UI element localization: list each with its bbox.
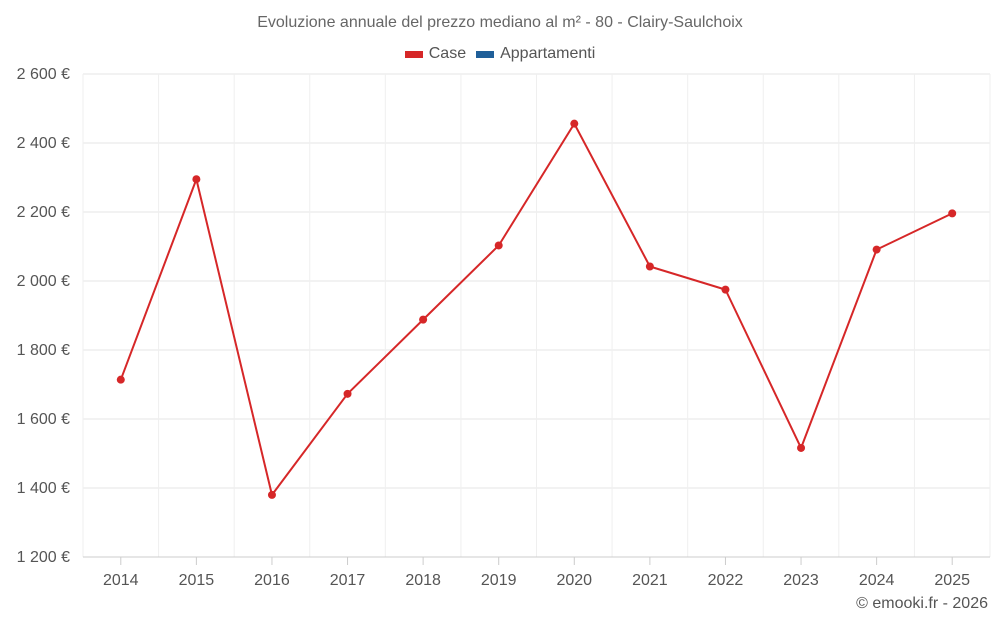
x-tick-label: 2025 [934, 572, 970, 589]
x-tick-label: 2014 [103, 572, 139, 589]
data-point [267, 490, 276, 499]
chart-title: Evoluzione annuale del prezzo mediano al… [257, 14, 743, 31]
data-point [797, 443, 806, 452]
series-line-case [119, 122, 953, 496]
y-tick-label: 2 200 € [17, 204, 70, 221]
y-tick-label: 1 800 € [17, 342, 70, 359]
legend-swatch-appartamenti [476, 50, 495, 58]
y-tick-label: 2 400 € [17, 135, 70, 152]
data-point [419, 315, 428, 324]
y-tick-label: 1 400 € [17, 480, 70, 497]
x-tick-label: 2017 [330, 572, 366, 589]
y-tick-label: 1 600 € [17, 411, 70, 428]
x-tick-label: 2023 [783, 572, 819, 589]
y-tick-label: 2 000 € [17, 273, 70, 290]
data-point [872, 245, 881, 254]
axis-layer: 1 200 € 1 400 € 1 600 € 1 800 € 2 000 € 2 200… [17, 66, 990, 589]
legend-label-case: Case [428, 45, 467, 62]
x-tick-label: 2016 [254, 572, 290, 589]
data-point [721, 285, 730, 294]
grid-layer [82, 73, 991, 557]
x-tick-label: 2022 [708, 572, 744, 589]
x-tick-label: 2020 [556, 572, 592, 589]
legend-item-appartamenti[interactable]: Appartamenti [476, 45, 595, 63]
legend-swatch-case [404, 50, 423, 58]
data-point [570, 119, 579, 128]
x-tick-label: 2024 [859, 572, 895, 589]
legend-label-appartamenti: Appartamenti [500, 45, 596, 62]
data-point [343, 389, 352, 398]
legend-item-case[interactable]: Case [404, 45, 467, 63]
data-point [948, 209, 957, 218]
y-tick-label: 2 600 € [17, 66, 70, 83]
copyright-text: © emooki.fr - 2026 [856, 595, 988, 612]
data-point [645, 262, 654, 271]
data-point [116, 375, 125, 384]
data-point [192, 175, 201, 184]
data-point [494, 241, 503, 250]
x-tick-label: 2019 [481, 572, 517, 589]
y-tick-label: 1 200 € [17, 549, 70, 566]
x-tick-label: 2015 [179, 572, 215, 589]
legend: Case Appartamenti [0, 45, 1000, 63]
x-tick-label: 2018 [405, 572, 441, 589]
x-tick-label: 2021 [632, 572, 668, 589]
series-layer [116, 119, 957, 499]
